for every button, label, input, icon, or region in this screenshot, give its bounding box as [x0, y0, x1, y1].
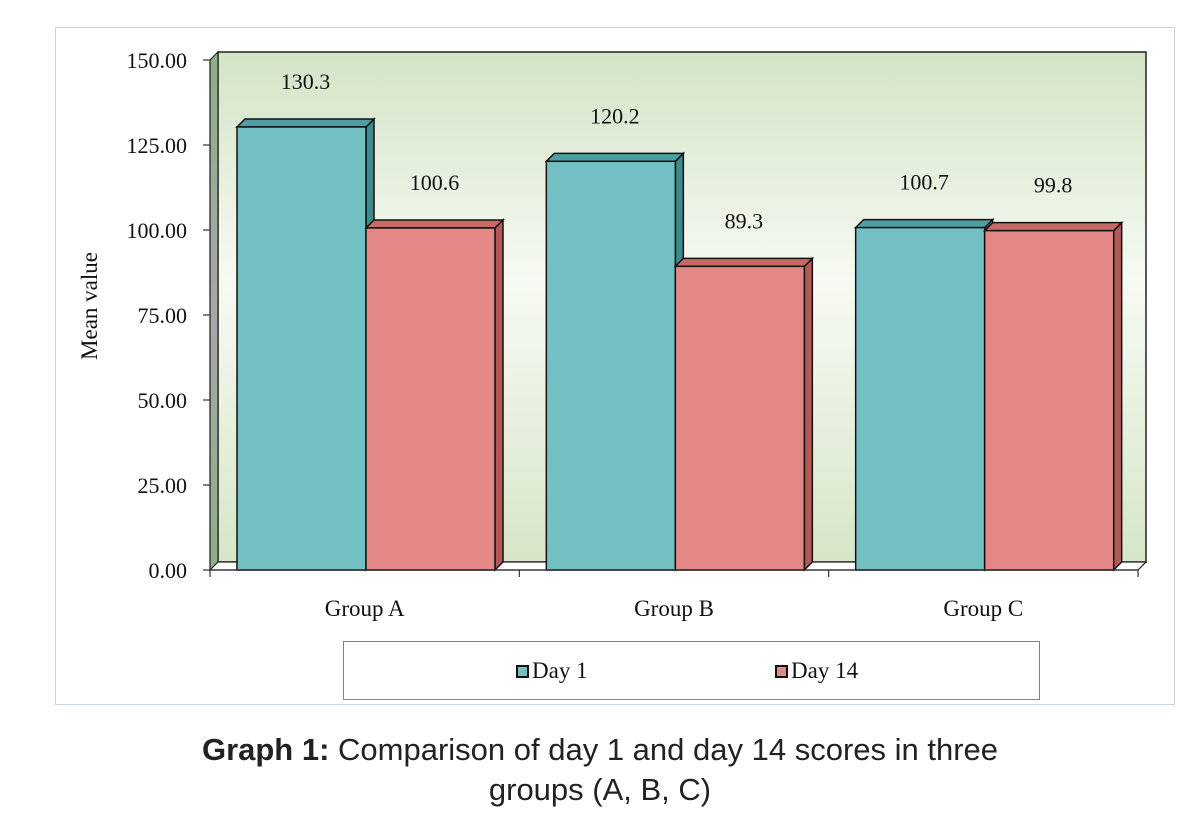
y-axis-title: Mean value	[77, 252, 102, 360]
bar-front	[545, 160, 677, 571]
bar-side	[803, 256, 814, 572]
data-label: 100.7	[899, 170, 949, 195]
figure-caption: Graph 1: Comparison of day 1 and day 14 …	[0, 730, 1200, 810]
y-tick-label: 100.00	[127, 218, 188, 243]
bar-top	[364, 219, 505, 229]
y-tick-label: 150.00	[127, 48, 188, 73]
y-tick-label: 125.00	[127, 133, 188, 158]
data-label: 120.2	[590, 103, 640, 128]
data-label: 100.6	[410, 170, 460, 195]
y-tick-label: 25.00	[138, 473, 188, 498]
data-label: 99.8	[1034, 173, 1073, 198]
chart-frame	[55, 27, 1175, 705]
bar-day-14	[673, 256, 815, 572]
bar-top	[235, 118, 376, 128]
legend-label-day14: Day 14	[791, 658, 859, 683]
bar-top	[982, 221, 1124, 232]
side-wall	[209, 50, 219, 572]
bar-front	[854, 226, 986, 571]
y-tick-label: 75.00	[138, 303, 188, 328]
bar-front	[365, 227, 496, 571]
bar-front	[983, 229, 1115, 571]
y-tick-label: 0.00	[149, 558, 188, 583]
bar-day-14	[982, 220, 1124, 572]
bar-side	[494, 218, 504, 572]
caption-label: Graph 1:	[201, 732, 330, 767]
legend-item-day1: Day 1	[516, 658, 588, 684]
x-category-label: Group B	[634, 596, 714, 621]
x-category-label: Group A	[325, 596, 405, 621]
bar-day-14	[364, 218, 505, 572]
x-axis: Group A Group B Group C	[209, 569, 1139, 621]
legend-swatch-day14	[775, 664, 788, 678]
y-axis: 0.00 25.00 50.00 75.00 100.00 125.00 150.00	[127, 48, 211, 583]
y-tick-label: 50.00	[138, 388, 188, 413]
legend-swatch-day1	[516, 664, 529, 678]
bar-top	[544, 152, 686, 163]
bar-top	[673, 257, 815, 268]
data-label: 130.3	[281, 69, 331, 94]
data-labels: 130.3 100.6 120.2 89.3 100.7 99.8	[281, 69, 1073, 233]
bar-front	[236, 126, 367, 571]
x-category-label: Group C	[943, 596, 1023, 621]
data-label: 89.3	[725, 208, 764, 233]
legend: Day 1 Day 14	[343, 641, 1040, 700]
caption-text: Comparison of day 1 and day 14 scores in…	[329, 732, 999, 767]
bar-chart: 0.00 25.00 50.00 75.00 100.00 125.00 150.00 13…	[77, 48, 1148, 621]
bars	[235, 117, 1124, 572]
bar-top	[853, 218, 995, 229]
bar-day-1	[235, 117, 376, 572]
bar-front	[674, 265, 806, 571]
bar-side	[1112, 220, 1123, 572]
bar-day-1	[544, 151, 686, 572]
bar-day-1	[853, 217, 995, 572]
legend-item-day14: Day 14	[775, 658, 858, 684]
caption-line2: groups (A, B, C)	[488, 772, 712, 807]
legend-label-day1: Day 1	[532, 658, 588, 683]
